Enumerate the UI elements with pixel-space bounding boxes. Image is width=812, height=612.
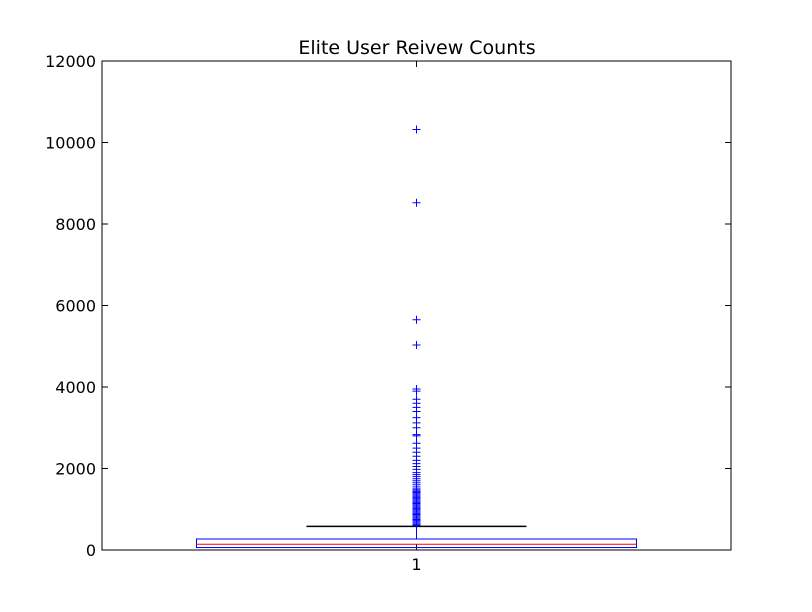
x-tick-label: 1 [411,555,421,574]
outlier-marker [412,395,421,404]
outlier-marker [412,385,421,394]
outlier-marker [412,315,421,324]
outlier-marker [412,341,421,350]
outlier-marker [412,430,421,439]
plot-area: 0 2000 4000 6000 8000 10000 12000 1 [45,52,732,574]
outlier-marker [412,125,421,134]
y-tick-label: 10000 [45,134,96,153]
y-tick-label: 4000 [55,378,96,397]
y-tick-label: 8000 [55,215,96,234]
outlier-marker [412,198,421,207]
y-tick-label: 6000 [55,297,96,316]
y-tick-label: 12000 [45,52,96,71]
iqr-box [196,538,637,549]
outlier-marker [412,439,421,448]
y-tick-label: 2000 [55,460,96,479]
chart-title: Elite User Reivew Counts [298,37,535,59]
y-tick-label: 0 [86,541,96,560]
